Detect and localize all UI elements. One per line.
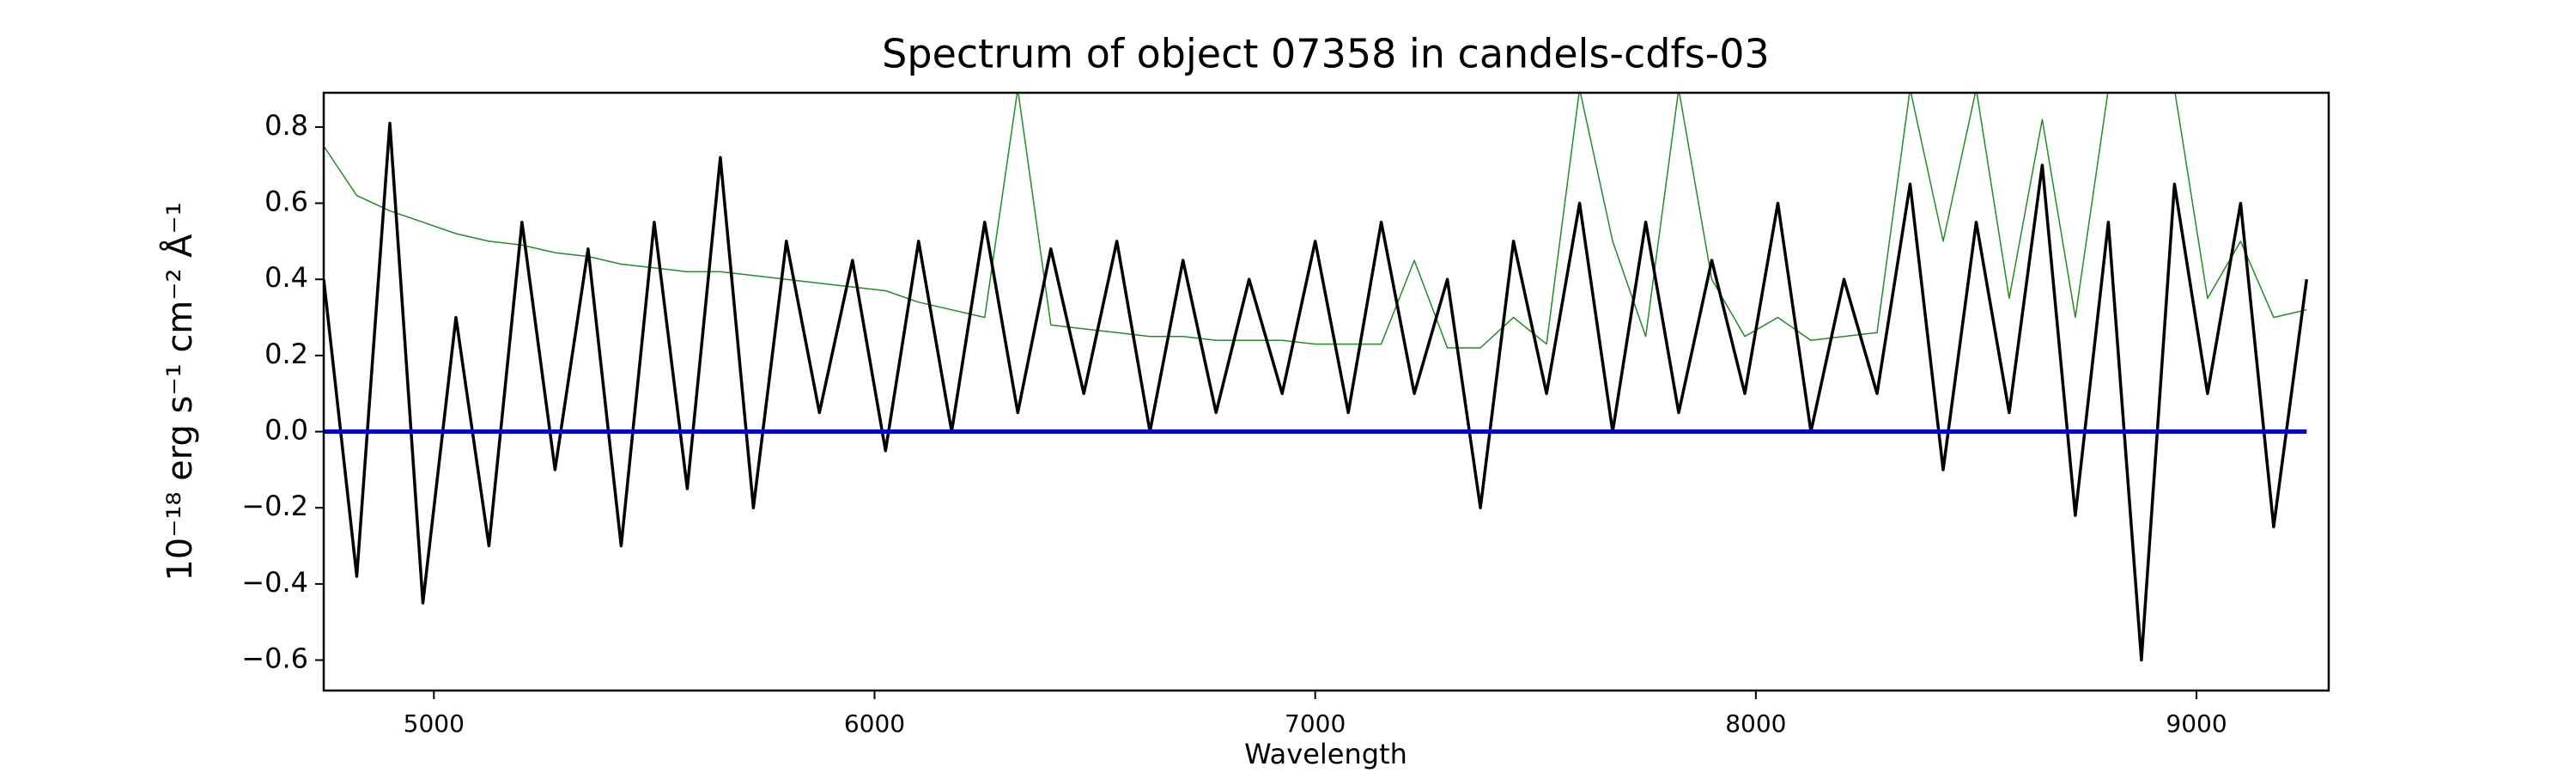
- y-tick-label: 0.8: [264, 109, 308, 142]
- y-axis-label: 10⁻¹⁸ erg s⁻¹ cm⁻² Å⁻¹: [159, 202, 200, 581]
- x-tick-label: 9000: [2166, 709, 2227, 738]
- y-tick-label: 0.0: [264, 414, 308, 447]
- y-tick-label: −0.6: [241, 642, 308, 675]
- x-axis-label: Wavelength: [1244, 738, 1407, 770]
- y-tick-label: −0.4: [241, 566, 308, 599]
- y-tick-label: 0.6: [264, 186, 308, 218]
- y-tick-label: −0.2: [241, 490, 308, 522]
- y-tick-label: 0.2: [264, 338, 308, 370]
- x-tick-label: 5000: [404, 709, 465, 738]
- plot-area: [324, 93, 2309, 662]
- x-tick-label: 7000: [1285, 709, 1346, 738]
- spectrum-line: [324, 93, 2307, 349]
- spectrum-line: [324, 121, 2309, 662]
- plot-frame: [322, 91, 2330, 692]
- x-tick-label: 6000: [844, 709, 905, 738]
- chart-title: Spectrum of object 07358 in candels-cdfs…: [882, 31, 1770, 77]
- x-tick-label: 8000: [1725, 709, 1786, 738]
- y-tick-label: 0.4: [264, 261, 308, 294]
